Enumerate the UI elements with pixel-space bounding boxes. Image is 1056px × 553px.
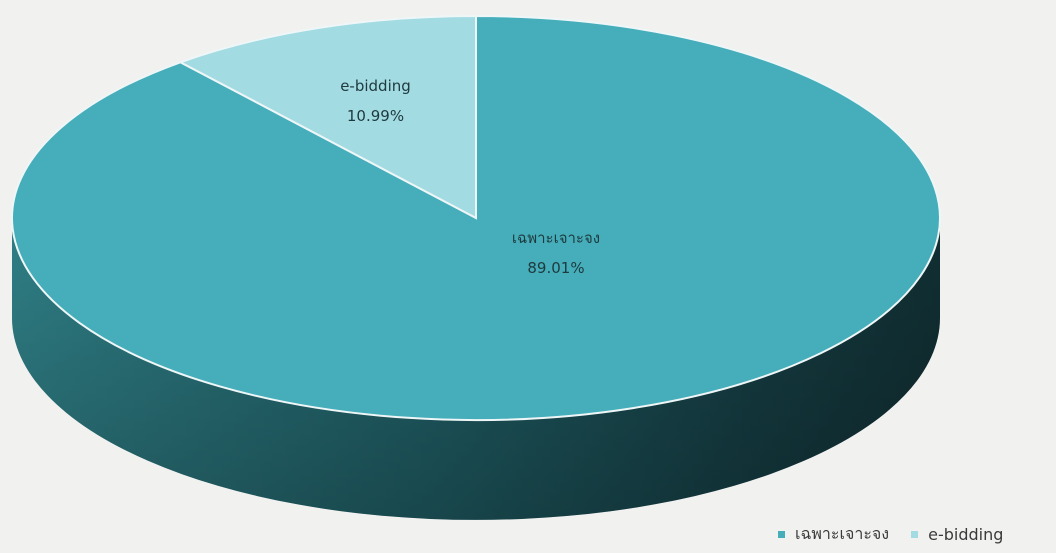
- chart-legend: เฉพาะเจาะจง e-bidding: [778, 522, 1003, 547]
- pie-slice-specific: [11, 14, 941, 421]
- slice-value-specific: 89.01%: [527, 259, 584, 277]
- legend-marker-e-bidding: [911, 531, 919, 538]
- pie-slice-e-bidding: [177, 14, 477, 220]
- legend-item-specific: เฉพาะเจาะจง: [778, 522, 889, 547]
- pie-labels: เฉพาะเจาะจง 89.01% e-bidding 10.99%: [340, 77, 600, 277]
- legend-label-e-bidding: e-bidding: [928, 525, 1004, 544]
- legend-label-specific: เฉพาะเจาะจง: [795, 524, 890, 543]
- pie-side-shading: [12, 218, 940, 520]
- legend-item-e-bidding: e-bidding: [911, 525, 1003, 544]
- pie-side-wall: [12, 218, 940, 520]
- slice-label-specific: เฉพาะเจาะจง: [512, 229, 600, 247]
- pie-top-face: [11, 14, 941, 421]
- legend-marker-specific: [778, 531, 785, 538]
- slice-label-e-bidding: e-bidding: [340, 77, 411, 95]
- slice-value-e-bidding: 10.99%: [347, 107, 404, 125]
